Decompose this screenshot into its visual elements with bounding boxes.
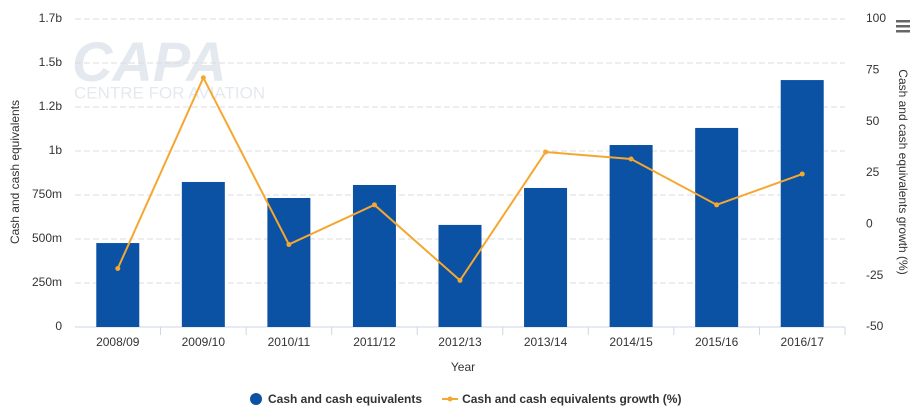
y-tick-label: 500m: [32, 231, 62, 245]
line-point: [371, 202, 377, 208]
y-tick-label: 1.7b: [39, 11, 63, 25]
x-axis-title: Year: [451, 360, 475, 374]
y2-tick-label: 50: [866, 114, 880, 128]
x-tick-label: 2010/11: [268, 335, 311, 349]
y-tick-label: 0: [55, 319, 62, 333]
x-tick-label: 2008/09: [96, 335, 140, 349]
y-tick-label: 1b: [49, 143, 63, 157]
y-tick-label: 1.5b: [39, 55, 63, 69]
bar: [267, 197, 311, 327]
watermark: CAPA CENTRE FOR AVIATION: [72, 30, 265, 103]
menu-icon[interactable]: [896, 20, 910, 33]
line-point: [286, 241, 292, 247]
menu-bar: [896, 20, 910, 23]
bar: [524, 187, 568, 327]
line-point: [115, 265, 121, 271]
legend-symbol: [447, 396, 453, 402]
bar: [438, 224, 482, 327]
y-tick-label: 250m: [32, 275, 62, 289]
legend-label: Cash and cash equivalents growth (%): [462, 392, 681, 406]
bar: [780, 80, 824, 328]
y2-tick-label: -25: [866, 268, 884, 282]
line-point: [200, 75, 206, 81]
bar: [181, 181, 225, 327]
y2-tick-label: -50: [866, 319, 884, 333]
y2-tick-label: 75: [866, 63, 880, 77]
y2-axis-title: Cash and cash equivalents growth (%): [896, 69, 910, 274]
menu-bar: [896, 25, 910, 28]
x-tick-label: 2015/16: [695, 335, 739, 349]
menu-bar: [896, 30, 910, 33]
y2-tick-label: 100: [866, 11, 886, 25]
y2-tick-label: 25: [866, 165, 880, 179]
y2-tick-label: 0: [866, 217, 873, 231]
line-point: [457, 277, 463, 283]
bar: [352, 184, 396, 327]
x-tick-label: 2011/12: [353, 335, 396, 349]
x-tick-label: 2009/10: [182, 335, 226, 349]
x-tick-label: 2016/17: [781, 335, 825, 349]
bar: [609, 145, 653, 327]
x-tick-label: 2012/13: [438, 335, 482, 349]
line-point: [799, 171, 805, 177]
bar: [695, 127, 739, 327]
x-tick-label: 2013/14: [524, 335, 568, 349]
legend: Cash and cash equivalents Cash and cash e…: [250, 392, 681, 406]
x-tick-label: 2014/15: [609, 335, 653, 349]
line-point: [714, 202, 720, 208]
y-tick-label: 750m: [32, 187, 62, 201]
line-point: [628, 156, 634, 162]
y-tick-label: 1.2b: [39, 99, 63, 113]
bar: [96, 243, 140, 327]
legend-symbol: [250, 393, 262, 405]
y-axis-title: Cash and cash equivalents: [8, 100, 22, 244]
line-point: [543, 149, 549, 155]
legend-label: Cash and cash equivalents: [268, 392, 422, 406]
watermark-subtitle: CENTRE FOR AVIATION: [74, 83, 265, 102]
